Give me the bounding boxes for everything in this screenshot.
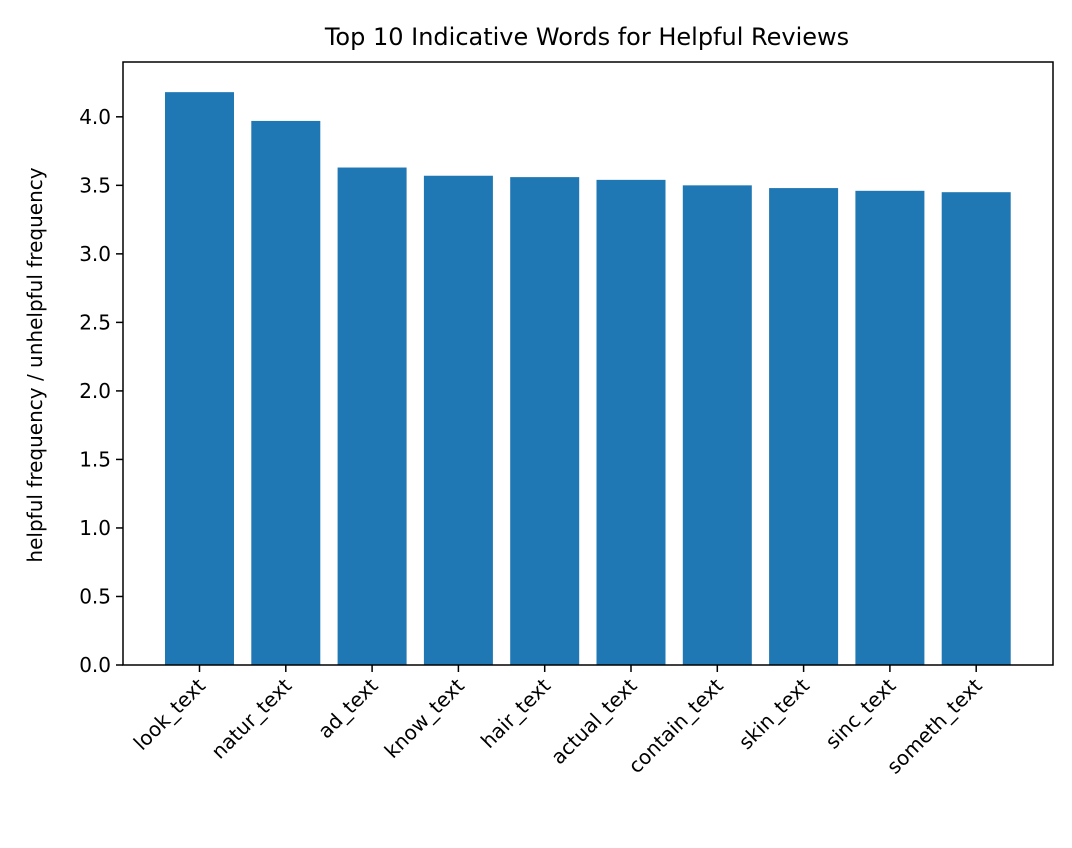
x-tick-label: look_text <box>129 673 210 754</box>
x-tick-label: natur_text <box>206 673 296 763</box>
x-tick-label: ad_text <box>313 673 383 743</box>
x-tick-label: hair_text <box>476 673 555 752</box>
y-tick-label: 0.5 <box>79 584 111 608</box>
bar-look-text <box>165 92 234 665</box>
y-tick-label: 3.0 <box>79 242 111 266</box>
y-axis: 0.0 0.5 1.0 1.5 2.0 2.5 3.0 3.5 4.0 <box>79 105 123 677</box>
y-tick-label: 4.0 <box>79 105 111 129</box>
y-tick-label: 1.0 <box>79 516 111 540</box>
y-tick-label: 3.5 <box>79 173 111 197</box>
x-tick-label: skin_text <box>734 673 815 754</box>
y-tick-label: 1.5 <box>79 447 111 471</box>
y-tick-label: 2.0 <box>79 379 111 403</box>
bars-group <box>165 92 1011 666</box>
bar-know-text <box>423 175 493 665</box>
y-tick-label: 2.5 <box>79 310 111 334</box>
bar-natur-text <box>251 120 321 665</box>
bar-hair-text <box>510 177 580 666</box>
x-tick-label: sinc_text <box>820 673 900 753</box>
x-tick-label: know_text <box>380 673 469 762</box>
bar-contain-text <box>682 185 752 665</box>
bar-actual-text <box>596 179 666 666</box>
chart-title: Top 10 Indicative Words for Helpful Revi… <box>324 23 849 51</box>
y-tick-label: 0.0 <box>79 653 111 677</box>
plot-frame <box>122 61 1054 666</box>
bar-ad-text <box>337 167 407 665</box>
bar-someth-text <box>941 192 1011 665</box>
bar-skin-text <box>769 188 839 665</box>
bar-sinc-text <box>855 190 925 665</box>
y-axis-label: helpful frequency / unhelpful frequency <box>23 167 47 562</box>
x-tick-label: actual_text <box>546 673 642 769</box>
